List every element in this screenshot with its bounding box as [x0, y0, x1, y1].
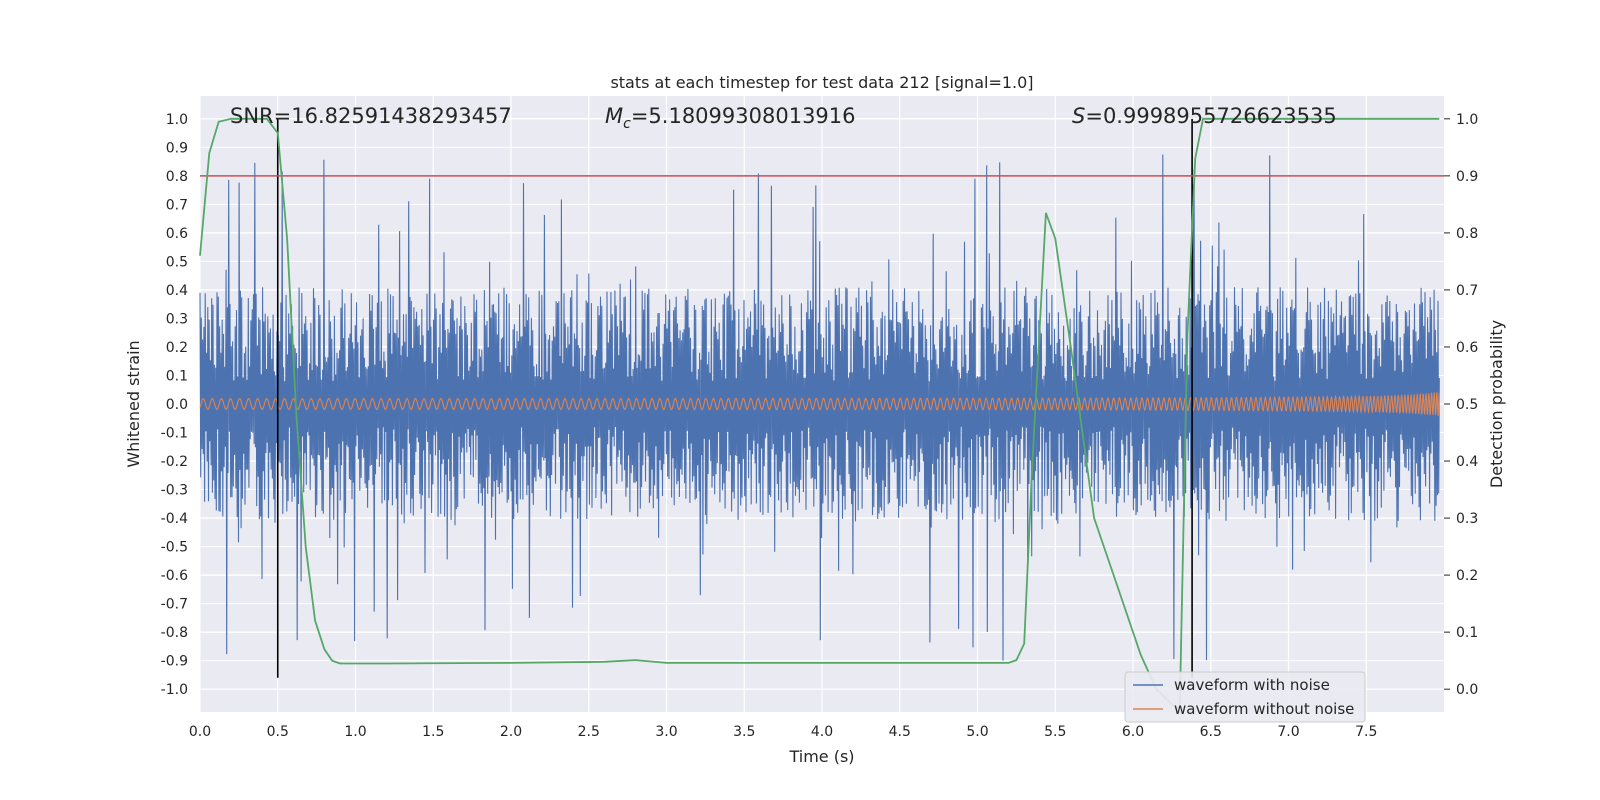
x-tick-label: 0.0 — [189, 724, 211, 740]
x-tick-label: 4.5 — [889, 724, 911, 740]
y-left-tick-label: -0.5 — [161, 540, 188, 556]
y-left-tick-label: -0.7 — [161, 597, 188, 613]
mc-symbol: M — [605, 104, 623, 128]
y-right-tick-label: 0.0 — [1456, 682, 1478, 698]
chart-title: stats at each timestep for test data 212… — [610, 73, 1033, 92]
y-left-tick-label: 0.4 — [166, 283, 188, 299]
y-left-tick-label: -1.0 — [161, 682, 188, 698]
y-left-tick-label: 0.2 — [166, 340, 188, 356]
y-right-tick-label: 0.8 — [1456, 226, 1478, 242]
legend-box — [1124, 671, 1366, 723]
legend: waveform with noise waveform without noi… — [1124, 671, 1366, 723]
s-symbol: S — [1072, 104, 1085, 128]
x-tick-label: 2.5 — [578, 724, 600, 740]
mc-value: =5.18099308013916 — [631, 104, 856, 128]
y-right-tick-label: 1.0 — [1456, 112, 1478, 128]
y-left-tick-label: 0.5 — [166, 254, 188, 270]
legend-label-clean: waveform without noise — [1174, 700, 1354, 718]
waveform-without-noise-line — [199, 392, 1440, 417]
y-left-tick-label: 0.1 — [166, 368, 188, 384]
y-axis-label-right: Detection probability — [1487, 320, 1506, 488]
x-axis-label: Time (s) — [788, 747, 854, 766]
x-tick-label: 6.5 — [1200, 724, 1222, 740]
y-right-tick-label: 0.9 — [1456, 169, 1478, 185]
x-tick-label: 5.5 — [1044, 724, 1066, 740]
y-left-tick-label: 0.3 — [166, 311, 188, 327]
y-left-tick-label: 1.0 — [166, 112, 188, 128]
chirp-mass-annotation: Mc=5.18099308013916 — [605, 104, 856, 132]
x-tick-label: 7.0 — [1277, 724, 1299, 740]
y-left-tick-label: 0.7 — [166, 197, 188, 213]
y-right-tick-label: 0.5 — [1456, 397, 1478, 413]
x-tick-label: 5.0 — [966, 724, 988, 740]
x-tick-label: 2.0 — [500, 724, 522, 740]
x-tick-label: 3.0 — [655, 724, 677, 740]
y-left-tick-label: -0.4 — [161, 511, 188, 527]
x-tick-label: 1.5 — [422, 724, 444, 740]
s-annotation: S=0.9998955726623535 — [1072, 104, 1337, 128]
y-left-tick-label: 0.6 — [166, 226, 188, 242]
snr-annotation: SNR=16.82591438293457 — [230, 104, 512, 128]
y-left-tick-label: -0.1 — [161, 426, 188, 442]
y-right-tick-label: 0.2 — [1456, 568, 1478, 584]
y-right-tick-label: 0.3 — [1456, 511, 1478, 527]
y-left-tick-label: -0.3 — [161, 483, 188, 499]
y-left-tick-label: -0.8 — [161, 625, 188, 641]
x-tick-label: 6.0 — [1122, 724, 1144, 740]
y-left-tick-label: 0.9 — [166, 140, 188, 156]
y-left-tick-label: 0.0 — [166, 397, 188, 413]
s-value: =0.9998955726623535 — [1085, 104, 1336, 128]
ticks: 0.0 0.5 1.0 1.5 2.0 2.5 3.0 3.5 4.0 4.5 5.0 5.5 6.0 6… — [161, 112, 1479, 740]
legend-label-noise: waveform with noise — [1174, 676, 1330, 694]
y-left-tick-label: -0.2 — [161, 454, 188, 470]
x-tick-label: 0.5 — [267, 724, 289, 740]
x-tick-label: 3.5 — [733, 724, 755, 740]
y-right-tick-label: 0.6 — [1456, 340, 1478, 356]
y-right-tick-label: 0.4 — [1456, 454, 1478, 470]
waveform-without-noise-series — [199, 392, 1440, 417]
y-left-tick-label: 0.8 — [166, 169, 188, 185]
y-left-tick-label: -0.9 — [161, 654, 188, 670]
x-tick-label: 1.0 — [344, 724, 366, 740]
x-tick-label: 4.0 — [811, 724, 833, 740]
y-right-tick-label: 0.7 — [1456, 283, 1478, 299]
y-left-tick-label: -0.6 — [161, 568, 188, 584]
mc-subscript: c — [623, 116, 631, 132]
x-tick-label: 7.5 — [1355, 724, 1377, 740]
y-axis-label-left: Whitened strain — [124, 340, 143, 467]
y-right-tick-label: 0.1 — [1456, 625, 1478, 641]
